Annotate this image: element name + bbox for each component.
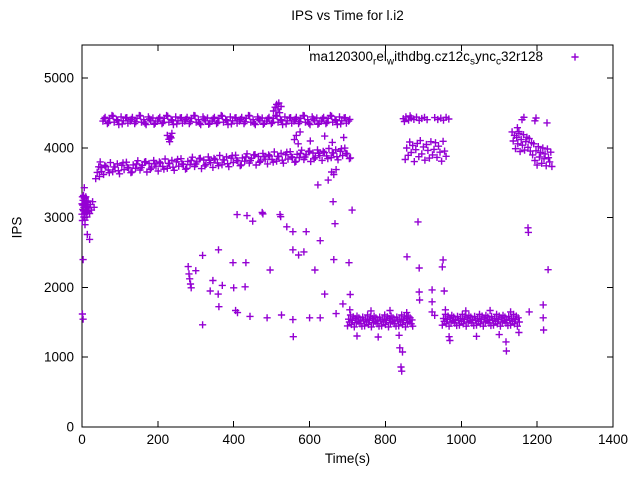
legend-marker-icon xyxy=(571,53,579,61)
y-tick-label: 4000 xyxy=(44,140,74,155)
y-tick-label: 3000 xyxy=(44,210,74,225)
x-tick-label: 1000 xyxy=(446,432,476,447)
plot-border xyxy=(81,44,614,428)
x-tick-label: 400 xyxy=(222,432,245,447)
chart-title: IPS vs Time for l.i2 xyxy=(291,8,404,23)
x-tick-label: 1200 xyxy=(522,432,552,447)
y-axis-label: IPS xyxy=(9,216,25,239)
x-tick-label: 200 xyxy=(147,432,170,447)
y-tick-label: 2000 xyxy=(44,280,74,295)
x-tick-label: 600 xyxy=(298,432,321,447)
axis-ticks xyxy=(81,45,614,428)
x-tick-label: 1400 xyxy=(598,432,628,447)
scatter-points xyxy=(78,99,556,375)
y-tick-label: 1000 xyxy=(44,350,74,365)
y-tick-label: 5000 xyxy=(44,71,74,86)
x-axis-label: Time(s) xyxy=(324,451,371,466)
x-tick-label: 0 xyxy=(78,432,86,447)
x-tick-label: 800 xyxy=(374,432,397,447)
legend-series-label: ma120300relwithdbg.cz12csyncc32r128 xyxy=(309,49,543,68)
y-tick-label: 0 xyxy=(66,420,74,435)
